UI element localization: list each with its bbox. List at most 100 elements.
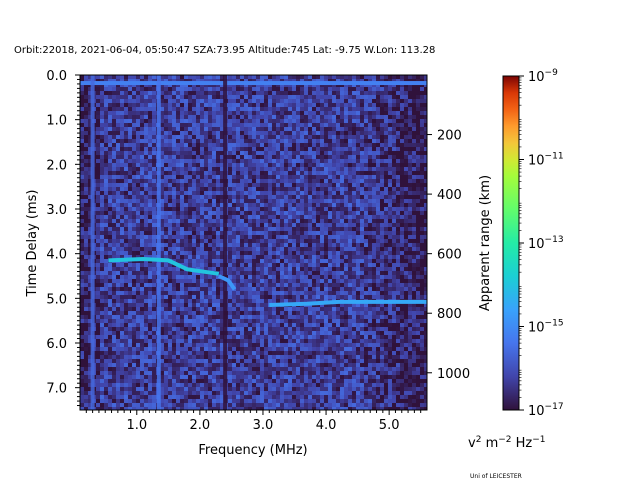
heatmap-cell	[340, 295, 344, 299]
heatmap-cell	[256, 151, 260, 155]
heatmap-cell	[304, 211, 308, 215]
heatmap-cell	[300, 215, 304, 219]
heatmap-cell	[380, 163, 384, 167]
heatmap-cell	[376, 251, 380, 255]
heatmap-cell	[408, 279, 412, 283]
heatmap-cell	[180, 175, 184, 179]
heatmap-cell	[364, 199, 368, 203]
heatmap-cell	[276, 291, 280, 295]
heatmap-cell	[252, 175, 256, 179]
heatmap-cell	[160, 219, 164, 223]
heatmap-cell	[152, 175, 156, 179]
heatmap-cell	[408, 283, 412, 287]
heatmap-cell	[208, 231, 212, 235]
heatmap-cell	[200, 131, 204, 135]
heatmap-cell	[136, 91, 140, 95]
heatmap-cell	[216, 179, 220, 183]
heatmap-cell	[172, 99, 176, 103]
heatmap-cell	[176, 235, 180, 239]
heatmap-cell	[208, 227, 212, 231]
heatmap-cell	[244, 115, 248, 119]
heatmap-cell	[200, 303, 204, 307]
heatmap-cell	[240, 95, 244, 99]
heatmap-cell	[332, 175, 336, 179]
heatmap-cell	[288, 295, 292, 299]
heatmap-cell	[396, 87, 400, 91]
heatmap-cell	[176, 259, 180, 263]
heatmap-cell	[268, 279, 272, 283]
heatmap-cell	[284, 299, 288, 303]
heatmap-cell	[208, 299, 212, 303]
heatmap-cell	[112, 207, 116, 211]
heatmap-cell	[340, 191, 344, 195]
heatmap-cell	[244, 259, 248, 263]
heatmap-cell	[296, 227, 300, 231]
heatmap-cell	[360, 171, 364, 175]
heatmap-cell	[400, 255, 404, 259]
heatmap-cell	[192, 99, 196, 103]
heatmap-cell	[360, 167, 364, 171]
heatmap-cell	[384, 243, 388, 247]
heatmap-cell	[84, 275, 88, 279]
heatmap-cell	[220, 235, 224, 239]
heatmap-cell	[272, 111, 276, 115]
heatmap-cell	[388, 167, 392, 171]
heatmap-cell	[140, 267, 144, 271]
heatmap-cell	[328, 267, 332, 271]
heatmap-cell	[336, 275, 340, 279]
heatmap-cell	[216, 171, 220, 175]
heatmap-cell	[220, 215, 224, 219]
heatmap-cell	[280, 79, 284, 83]
heatmap-cell	[424, 275, 427, 279]
heatmap-cell	[364, 91, 368, 95]
heatmap-cell	[200, 159, 204, 163]
heatmap-cell	[304, 199, 308, 203]
heatmap-cell	[400, 119, 404, 123]
heatmap-cell	[172, 211, 176, 215]
heatmap-cell	[276, 299, 280, 303]
heatmap-cell	[124, 147, 128, 151]
heatmap-cell	[316, 299, 320, 303]
heatmap-cell	[284, 259, 288, 263]
heatmap-cell	[360, 103, 364, 107]
heatmap-cell	[304, 191, 308, 195]
heatmap-cell	[248, 163, 252, 167]
heatmap-cell	[300, 243, 304, 247]
heatmap-cell	[248, 119, 252, 123]
heatmap-cell	[316, 111, 320, 115]
heatmap-cell	[108, 283, 112, 287]
heatmap-cell	[316, 211, 320, 215]
heatmap-cell	[264, 115, 268, 119]
heatmap-cell	[148, 239, 152, 243]
heatmap-cell	[128, 179, 132, 183]
heatmap-cell	[284, 287, 288, 291]
heatmap-cell	[196, 107, 200, 111]
heatmap-cell	[288, 223, 292, 227]
heatmap-cell	[408, 271, 412, 275]
heatmap-cell	[288, 283, 292, 287]
heatmap-cell	[332, 187, 336, 191]
heatmap-cell	[196, 87, 200, 91]
heatmap-cell	[220, 151, 224, 155]
heatmap-cell	[128, 295, 132, 299]
heatmap-cell	[388, 111, 392, 115]
heatmap-cell	[204, 303, 208, 307]
heatmap-cell	[292, 131, 296, 135]
heatmap-cell	[104, 107, 108, 111]
heatmap-cell	[420, 275, 424, 279]
heatmap-cell	[292, 163, 296, 167]
heatmap-cell	[88, 267, 92, 271]
heatmap-cell	[272, 207, 276, 211]
heatmap-cell	[272, 287, 276, 291]
heatmap-cell	[296, 299, 300, 303]
heatmap-cell	[176, 187, 180, 191]
heatmap-cell	[112, 139, 116, 143]
heatmap-cell	[408, 95, 412, 99]
heatmap-cell	[196, 303, 200, 307]
heatmap-cell	[368, 291, 372, 295]
heatmap-cell	[264, 275, 268, 279]
heatmap-cell	[164, 263, 168, 267]
heatmap-cell	[372, 135, 376, 139]
heatmap-cell	[352, 139, 356, 143]
heatmap-cell	[216, 295, 220, 299]
